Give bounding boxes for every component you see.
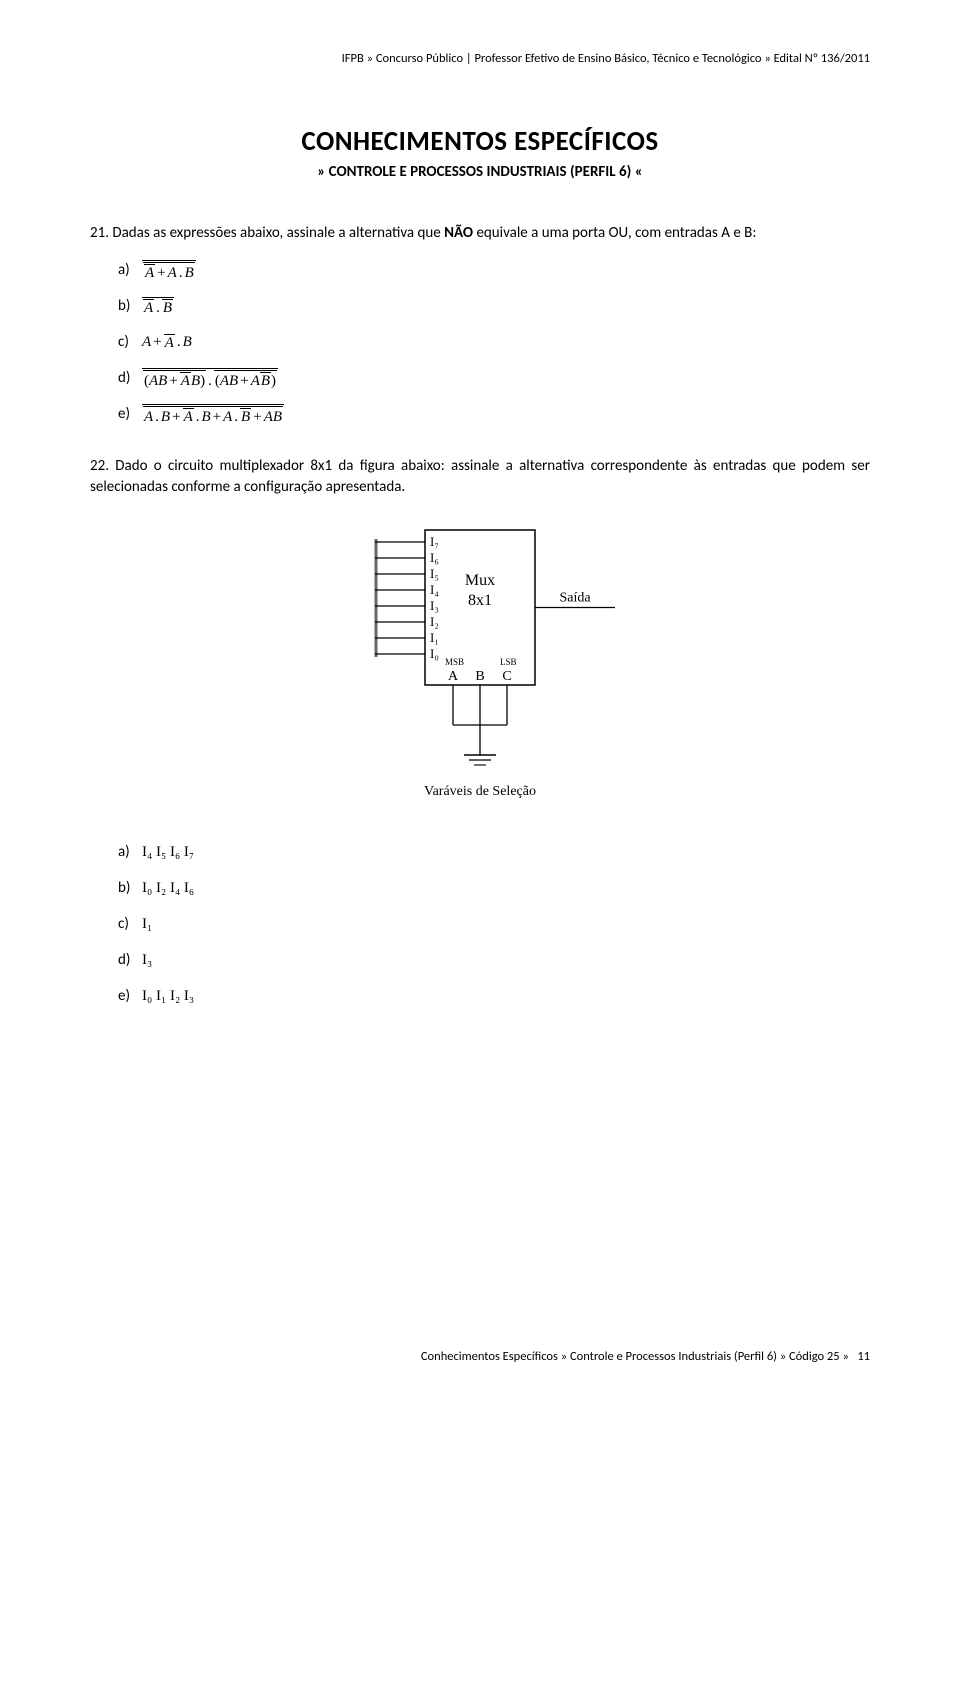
q22-alt-e: e) I₀ I₁ I₂ I₃ xyxy=(118,984,870,1008)
svg-text:Saída: Saída xyxy=(559,591,591,606)
q22-alt-d: d) I₃ xyxy=(118,948,870,972)
q22-alternatives: a) I₄ I₅ I₆ I₇ b) I₀ I₂ I₄ I₆ c) I₁ d) I… xyxy=(90,840,870,1008)
q21-expr-b: A.B xyxy=(142,297,174,316)
header-right: Edital Nº 136/2011 xyxy=(774,51,870,66)
question-21: 21. Dadas as expressões abaixo, assinale… xyxy=(90,223,870,426)
svg-text:I₅: I₅ xyxy=(430,566,439,581)
footer-sep1: » xyxy=(561,1349,567,1364)
header-sep2: » xyxy=(764,51,770,66)
q21-alt-d: d) (AB+AB) . (AB+AB) xyxy=(118,366,870,390)
page-title: CONHECIMENTOS ESPECÍFICOS xyxy=(90,123,870,161)
svg-text:I₂: I₂ xyxy=(430,614,439,629)
q21-expr-c: A+A.B xyxy=(142,332,192,353)
svg-text:I₄: I₄ xyxy=(430,582,439,597)
svg-text:LSB: LSB xyxy=(500,657,517,667)
svg-text:I₁: I₁ xyxy=(430,630,439,645)
mux-diagram: I₇I₆I₅I₄I₃I₂I₁I₀ Mux 8x1 MSB LSB A B C Saída Vará… xyxy=(90,520,870,810)
mux-svg: I₇I₆I₅I₄I₃I₂I₁I₀ Mux 8x1 MSB LSB A B C Saída Vará… xyxy=(315,520,645,810)
svg-text:C: C xyxy=(502,669,511,684)
page-footer: Conhecimentos Específicos » Controle e P… xyxy=(90,1348,870,1366)
q21-alt-e: e) A.B+A.B+A.B+AB xyxy=(118,402,870,426)
footer-left: Conhecimentos Específicos xyxy=(421,1349,558,1364)
q22-d-val: I₃ xyxy=(142,950,152,971)
q21-expr-d: (AB+AB) . (AB+AB) xyxy=(142,368,278,389)
q21-expr-e: A.B+A.B+A.B+AB xyxy=(142,404,284,425)
q21-number: 21. xyxy=(90,224,109,242)
header-mid: Concurso Público | Professor Efetivo de … xyxy=(376,51,762,66)
svg-text:I₀: I₀ xyxy=(430,646,439,661)
q22-text: 22. Dado o circuito multiplexador 8x1 da… xyxy=(90,456,870,498)
page-header: IFPB » Concurso Público | Professor Efet… xyxy=(90,50,870,68)
q21-alt-b: b) A.B xyxy=(118,294,870,318)
q22-b-val: I₀ I₂ I₄ I₆ xyxy=(142,878,194,899)
q22-alt-c: c) I₁ xyxy=(118,912,870,936)
q22-alt-b: b) I₀ I₂ I₄ I₆ xyxy=(118,876,870,900)
footer-sep2: » xyxy=(780,1349,786,1364)
q21-after: equivale a uma porta OU, com entradas A … xyxy=(473,224,756,242)
header-sep: » xyxy=(367,51,373,66)
svg-text:I₇: I₇ xyxy=(430,534,439,549)
svg-text:MSB: MSB xyxy=(445,657,464,667)
q22-body: Dado o circuito multiplexador 8x1 da fig… xyxy=(90,457,870,496)
footer-code: Código 25 xyxy=(789,1349,840,1364)
q22-e-val: I₀ I₁ I₂ I₃ xyxy=(142,986,194,1007)
q21-expr-a: A+A.B xyxy=(142,260,196,281)
q22-alt-a: a) I₄ I₅ I₆ I₇ xyxy=(118,840,870,864)
footer-mid: Controle e Processos Industriais (Perfil… xyxy=(570,1349,777,1364)
footer-sep3: » xyxy=(842,1349,848,1364)
svg-text:Mux: Mux xyxy=(465,572,495,589)
q22-a-val: I₄ I₅ I₆ I₇ xyxy=(142,842,194,863)
q21-alternatives: a) A+A.B b) A.B c) A+A.B d) xyxy=(90,258,870,426)
footer-page: 11 xyxy=(857,1349,870,1364)
question-22: 22. Dado o circuito multiplexador 8x1 da… xyxy=(90,456,870,1008)
page-subtitle: » CONTROLE E PROCESSOS INDUSTRIAIS (PERF… xyxy=(90,162,870,183)
svg-text:Varáveis de Seleção: Varáveis de Seleção xyxy=(424,784,536,799)
header-ifpb: IFPB xyxy=(342,51,364,66)
svg-text:I₆: I₆ xyxy=(430,550,439,565)
q21-alt-a: a) A+A.B xyxy=(118,258,870,282)
q22-number: 22. xyxy=(90,457,109,475)
q21-alt-c: c) A+A.B xyxy=(118,330,870,354)
svg-text:B: B xyxy=(475,669,484,684)
svg-text:8x1: 8x1 xyxy=(468,592,492,609)
q21-text: 21. Dadas as expressões abaixo, assinale… xyxy=(90,223,870,244)
q21-before: Dadas as expressões abaixo, assinale a a… xyxy=(109,224,444,242)
q22-c-val: I₁ xyxy=(142,914,152,935)
svg-text:I₃: I₃ xyxy=(430,598,439,613)
svg-text:A: A xyxy=(448,669,459,684)
q21-bold: NÃO xyxy=(444,224,473,242)
